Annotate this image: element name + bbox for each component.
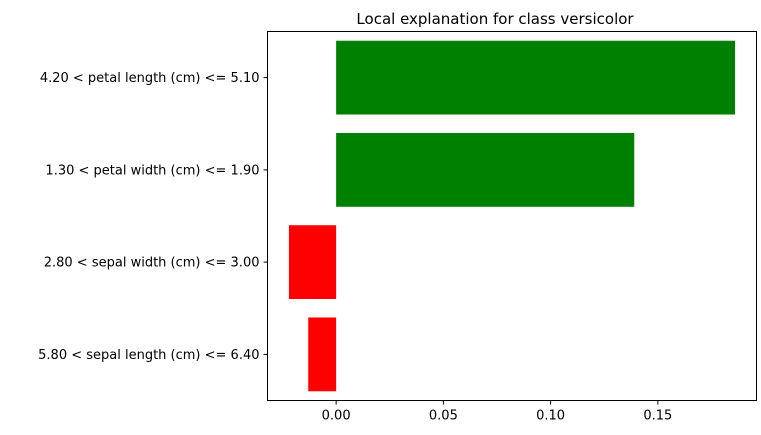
x-tick-label: 0.00 <box>322 409 351 424</box>
bars-layer <box>288 40 736 392</box>
bar-0 <box>336 40 736 115</box>
y-axis-ticks: 4.20 < petal length (cm) <= 5.10 1.30 < p… <box>38 71 268 363</box>
x-tick-label: 0.15 <box>643 409 672 424</box>
y-tick-label: 4.20 < petal length (cm) <= 5.10 <box>40 71 260 86</box>
bar-2 <box>288 225 337 300</box>
bar-1 <box>336 132 635 207</box>
x-tick-label: 0.10 <box>536 409 565 424</box>
x-axis-ticks: 0.00 0.05 0.10 0.15 <box>322 400 672 424</box>
chart-title: Local explanation for class versicolor <box>356 10 634 28</box>
y-tick-label: 5.80 < sepal length (cm) <= 6.40 <box>38 348 259 363</box>
y-tick-label: 2.80 < sepal width (cm) <= 3.00 <box>44 256 260 271</box>
plot-frame <box>267 31 757 401</box>
bar-3 <box>308 317 337 392</box>
x-tick-label: 0.05 <box>429 409 458 424</box>
y-tick-label: 1.30 < petal width (cm) <= 1.90 <box>45 163 259 178</box>
